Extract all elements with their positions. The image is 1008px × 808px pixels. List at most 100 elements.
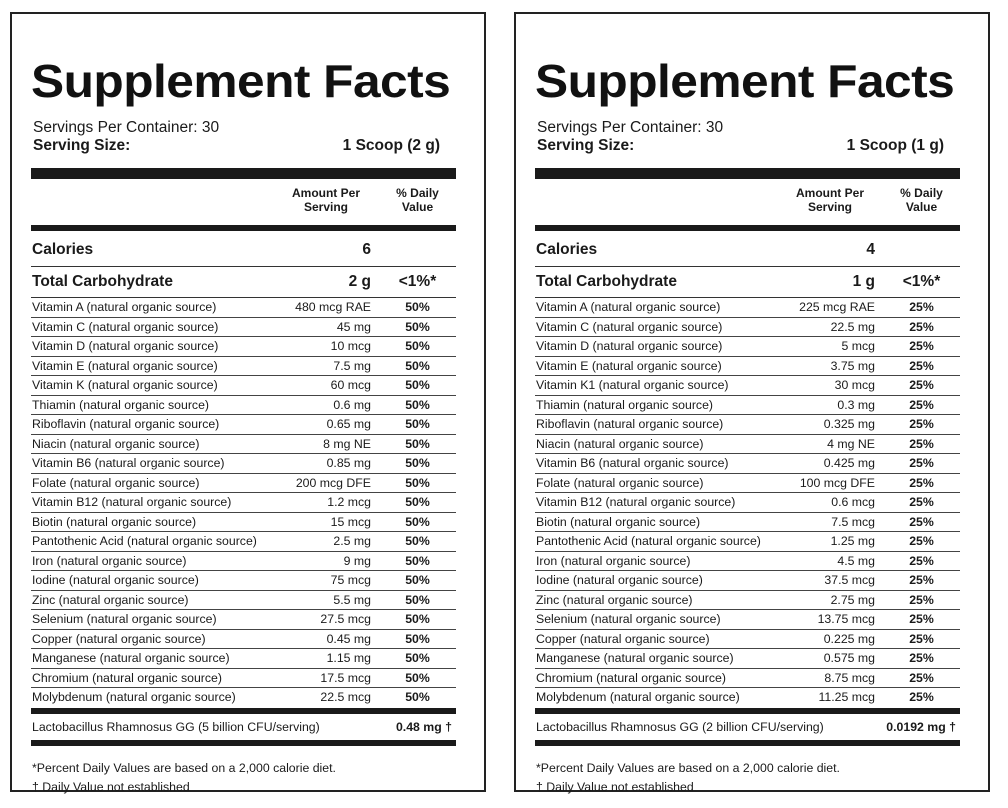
probiotic-name: Lactobacillus Rhamnosus GG (5 billion CF… — [32, 719, 320, 734]
nutrient-dv: 50% — [405, 456, 430, 471]
nutrient-row: Niacin (natural organic source) 4 mg NE 25… — [535, 435, 960, 454]
nutrient-amount: 480 mcg RAE — [295, 300, 371, 315]
nutrient-dv: 25% — [909, 339, 934, 354]
nutrient-dv: 25% — [909, 670, 934, 685]
nutrient-dv: 25% — [909, 417, 934, 432]
nutrient-list: Vitamin A (natural organic source) 225 mc… — [535, 298, 960, 707]
nutrient-row: Vitamin K1 (natural organic source) 30 mc… — [535, 376, 960, 396]
nutrient-amount: 27.5 mcg — [320, 612, 371, 627]
nutrient-dv: 50% — [405, 300, 430, 315]
nutrient-name: Vitamin D (natural organic source) — [32, 339, 219, 354]
nutrient-amount: 0.6 mcg — [831, 495, 875, 510]
nutrient-dv: 50% — [405, 358, 430, 373]
nutrient-row: Vitamin A (natural organic source) 480 mc… — [31, 298, 456, 318]
nutrient-dv: 25% — [909, 690, 934, 705]
carbohydrate-label: Total Carbohydrate — [32, 273, 173, 290]
nutrient-row: Pantothenic Acid (natural organic source… — [535, 532, 960, 552]
nutrient-row: Vitamin B12 (natural organic source) 1.2 … — [31, 493, 456, 513]
nutrient-dv: 25% — [909, 612, 934, 627]
nutrient-row: Pantothenic Acid (natural organic source… — [31, 532, 456, 552]
nutrient-dv: 50% — [405, 378, 430, 393]
nutrient-name: Vitamin K1 (natural organic source) — [536, 378, 729, 393]
nutrient-amount: 0.6 mg — [333, 397, 371, 412]
nutrient-name: Riboflavin (natural organic source) — [536, 417, 724, 432]
nutrient-name: Copper (natural organic source) — [536, 631, 710, 646]
nutrient-amount: 7.5 mcg — [831, 514, 875, 529]
divider-thick — [535, 168, 960, 179]
divider-medium — [535, 739, 960, 746]
nutrient-dv: 50% — [405, 436, 430, 451]
nutrient-amount: 0.3 mg — [837, 397, 875, 412]
nutrient-amount: 0.85 mg — [326, 456, 371, 471]
nutrient-name: Manganese (natural organic source) — [536, 651, 734, 666]
nutrient-dv: 25% — [909, 436, 934, 451]
nutrient-dv: 25% — [909, 553, 934, 568]
nutrient-dv: 50% — [405, 417, 430, 432]
nutrient-dv: 25% — [909, 651, 934, 666]
nutrient-amount: 13.75 mcg — [817, 612, 875, 627]
probiotic-row: Lactobacillus Rhamnosus GG (5 billion CF… — [31, 714, 456, 740]
serving-size-value: 1 Scoop (2 g) — [342, 137, 440, 154]
panel-content: Supplement Facts Servings Per Container:… — [535, 14, 960, 794]
nutrient-row: Vitamin K (natural organic source) 60 mcg… — [31, 376, 456, 396]
serving-size-label: Serving Size: — [537, 137, 635, 154]
nutrient-row: Riboflavin (natural organic source) 0.65 … — [31, 415, 456, 435]
nutrient-row: Iron (natural organic source) 9 mg 50% — [31, 552, 456, 571]
carbohydrate-dv: <1%* — [398, 273, 437, 290]
supplement-facts-panel-left: Supplement Facts Servings Per Container:… — [10, 12, 486, 794]
probiotic-amount: 0.48 mg † — [395, 719, 452, 734]
nutrient-amount: 7.5 mg — [333, 358, 371, 373]
nutrient-amount: 100 mcg DFE — [799, 475, 875, 490]
nutrient-row: Manganese (natural organic source) 0.575 … — [535, 649, 960, 669]
nutrient-name: Pantothenic Acid (natural organic source… — [536, 534, 761, 549]
nutrient-dv: 50% — [405, 397, 430, 412]
nutrient-amount: 5 mcg — [841, 339, 876, 354]
probiotic-amount: 0.0192 mg † — [886, 719, 956, 734]
nutrient-name: Chromium (natural organic source) — [32, 670, 222, 685]
nutrient-name: Vitamin C (natural organic source) — [32, 319, 219, 334]
nutrient-amount: 0.225 mg — [823, 631, 875, 646]
nutrient-name: Zinc (natural organic source) — [32, 592, 189, 607]
nutrient-name: Vitamin B12 (natural organic source) — [536, 495, 736, 510]
nutrient-name: Vitamin B12 (natural organic source) — [32, 495, 232, 510]
nutrient-row: Vitamin B6 (natural organic source) 0.85 … — [31, 454, 456, 474]
nutrient-row: Vitamin C (natural organic source) 45 mg 5… — [31, 318, 456, 337]
nutrient-dv: 25% — [909, 300, 934, 315]
nutrient-amount: 1.15 mg — [326, 651, 371, 666]
panel-title: Supplement Facts — [535, 55, 955, 107]
nutrient-name: Thiamin (natural organic source) — [32, 397, 210, 412]
divider-medium — [31, 707, 456, 714]
nutrient-row: Zinc (natural organic source) 5.5 mg 50% — [31, 591, 456, 610]
nutrient-amount: 17.5 mcg — [320, 670, 371, 685]
servings-per-container: Servings Per Container: 30 — [537, 119, 724, 136]
nutrient-row: Iodine (natural organic source) 37.5 mcg 2… — [535, 571, 960, 591]
nutrient-amount: 3.75 mg — [830, 358, 875, 373]
nutrient-amount: 200 mcg DFE — [295, 475, 371, 490]
carbohydrate-row: Total Carbohydrate 2 g <1%* — [31, 267, 456, 298]
serving-size-label: Serving Size: — [33, 137, 131, 154]
nutrient-dv: 25% — [909, 319, 934, 334]
nutrient-amount: 0.575 mg — [823, 651, 875, 666]
amount-per-serving-header: Amount Per Serving — [795, 186, 864, 214]
nutrient-name: Selenium (natural organic source) — [32, 612, 217, 627]
nutrient-dv: 25% — [909, 397, 934, 412]
probiotic-name: Lactobacillus Rhamnosus GG (2 billion CF… — [536, 719, 824, 734]
nutrient-amount: 225 mcg RAE — [799, 300, 875, 315]
nutrient-name: Vitamin A (natural organic source) — [32, 300, 217, 315]
calories-row: Calories 4 — [535, 231, 960, 267]
nutrient-name: Vitamin B6 (natural organic source) — [32, 456, 225, 471]
nutrient-row: Manganese (natural organic source) 1.15 m… — [31, 649, 456, 669]
nutrient-name: Iodine (natural organic source) — [32, 573, 199, 588]
carbohydrate-dv: <1%* — [902, 273, 941, 290]
nutrient-dv: 50% — [405, 514, 430, 529]
nutrient-name: Biotin (natural organic source) — [536, 514, 701, 529]
nutrient-name: Iodine (natural organic source) — [536, 573, 703, 588]
nutrient-dv: 25% — [909, 534, 934, 549]
nutrient-name: Niacin (natural organic source) — [536, 436, 704, 451]
footnote-daily-value: *Percent Daily Values are based on a 2,0… — [536, 760, 840, 775]
divider-medium — [535, 707, 960, 714]
nutrient-row: Vitamin A (natural organic source) 225 mc… — [535, 298, 960, 318]
nutrient-amount: 1.2 mcg — [327, 495, 371, 510]
panel-title: Supplement Facts — [31, 55, 451, 107]
nutrient-dv: 50% — [405, 612, 430, 627]
